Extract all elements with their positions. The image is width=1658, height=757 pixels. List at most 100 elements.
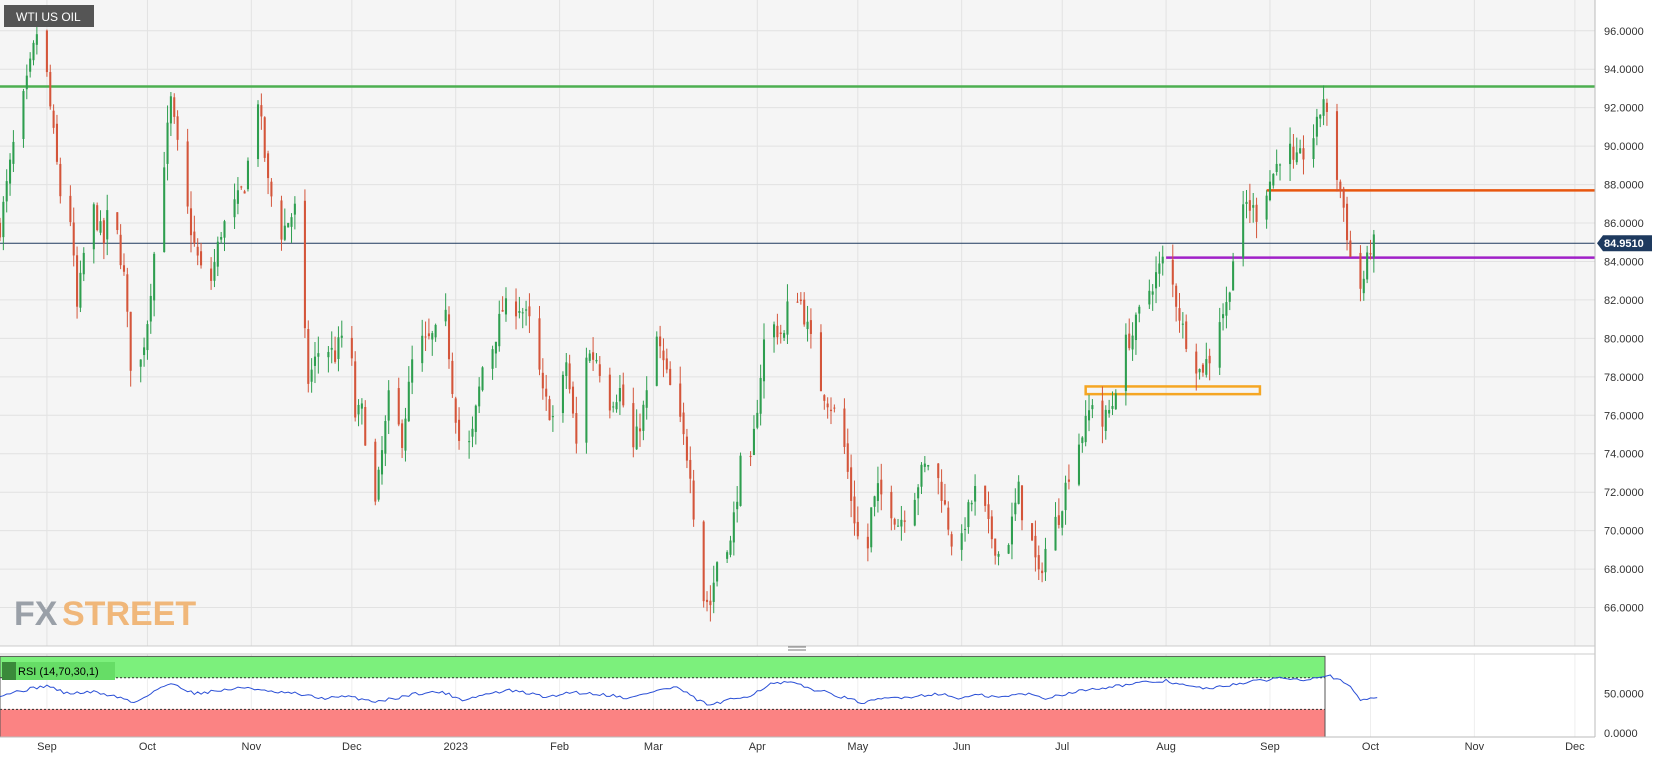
candle-body — [806, 321, 809, 330]
candle-body — [682, 412, 685, 435]
candle-body — [856, 521, 859, 537]
candle — [783, 330, 786, 342]
candle-body — [220, 237, 223, 240]
candle — [491, 345, 494, 380]
candle — [1342, 186, 1345, 222]
x-tick-label: 2023 — [443, 741, 467, 753]
y-tick-label: 70.0000 — [1604, 526, 1644, 538]
candle — [716, 561, 719, 587]
candle-body — [1366, 252, 1369, 280]
candle — [12, 130, 15, 172]
candle-body — [659, 336, 662, 347]
candle — [173, 93, 176, 124]
candle-body — [1275, 163, 1278, 173]
candle-body — [25, 75, 28, 90]
candle-body — [1312, 138, 1315, 160]
candle — [313, 341, 317, 384]
candle — [638, 413, 642, 447]
candle-body — [598, 364, 601, 376]
candle — [126, 267, 129, 328]
candle-body — [173, 97, 176, 117]
candle-body — [705, 599, 709, 602]
x-tick-label: May — [847, 741, 868, 753]
rsi-oversold-band — [0, 709, 1325, 737]
candle — [1325, 98, 1328, 126]
candle-body — [189, 208, 193, 236]
candle-body — [829, 409, 833, 412]
candle-body — [1339, 181, 1342, 192]
pane-splitter-handle[interactable] — [788, 646, 806, 651]
candle — [645, 376, 648, 420]
candle — [29, 52, 32, 78]
candle-body — [1064, 482, 1067, 511]
candle-body — [880, 479, 883, 495]
candle — [143, 337, 146, 367]
candle-body — [756, 412, 759, 428]
candle — [1295, 137, 1298, 165]
candle-body — [427, 333, 430, 337]
candle-body — [964, 528, 967, 530]
candle-body — [163, 167, 166, 253]
candle-body — [1114, 393, 1117, 410]
candle-body — [786, 301, 789, 335]
candle — [880, 463, 883, 511]
candle — [243, 189, 246, 194]
candle — [1242, 190, 1245, 267]
candle — [1205, 342, 1208, 378]
current-price-label: 84.9510 — [1604, 238, 1644, 250]
candle — [1181, 312, 1184, 339]
candle — [1339, 179, 1342, 199]
candle — [119, 224, 122, 270]
candle — [25, 64, 28, 100]
candle — [454, 396, 457, 434]
candle — [632, 387, 635, 458]
candle-body — [618, 388, 621, 402]
candle — [357, 399, 360, 427]
candle — [447, 306, 451, 369]
candle-body — [106, 210, 109, 240]
candle-body — [729, 540, 732, 555]
candle — [1292, 134, 1295, 169]
candle — [655, 331, 658, 387]
candle-body — [1245, 201, 1248, 204]
price-plot-area — [0, 0, 1595, 646]
title-badge — [4, 5, 94, 27]
candle — [69, 185, 72, 227]
candle-body — [826, 403, 829, 408]
y-tick-label: 82.0000 — [1604, 295, 1644, 307]
candle — [850, 454, 853, 518]
candle-body — [1228, 292, 1231, 302]
candle — [1114, 389, 1117, 410]
candle-body — [1010, 516, 1013, 545]
candle-body — [387, 390, 390, 421]
candle-body — [1044, 548, 1047, 573]
candle-body — [139, 359, 142, 367]
candle-body — [1205, 359, 1208, 375]
candle — [1349, 230, 1352, 257]
candle-body — [377, 469, 380, 500]
candle — [1014, 488, 1017, 521]
candle-body — [1362, 278, 1365, 294]
candle-body — [143, 347, 146, 356]
candle — [1104, 405, 1107, 440]
candle-body — [541, 372, 544, 389]
candle — [1372, 229, 1375, 273]
candle — [1067, 464, 1070, 490]
candle-body — [59, 163, 62, 197]
candle-body — [293, 203, 296, 215]
candle — [1017, 475, 1020, 505]
candle — [521, 307, 524, 329]
candle-body — [1218, 322, 1221, 368]
candle-body — [762, 339, 766, 382]
candle — [856, 506, 859, 540]
x-tick-label: Oct — [1362, 741, 1379, 753]
candle — [1335, 103, 1339, 192]
candle-body — [890, 491, 893, 519]
x-tick-label: Jul — [1055, 741, 1069, 753]
candle-body — [246, 160, 250, 190]
candle-body — [712, 582, 715, 602]
candle — [411, 345, 414, 395]
candle — [166, 105, 169, 181]
candle-body — [1195, 351, 1198, 374]
candle-body — [374, 441, 377, 502]
